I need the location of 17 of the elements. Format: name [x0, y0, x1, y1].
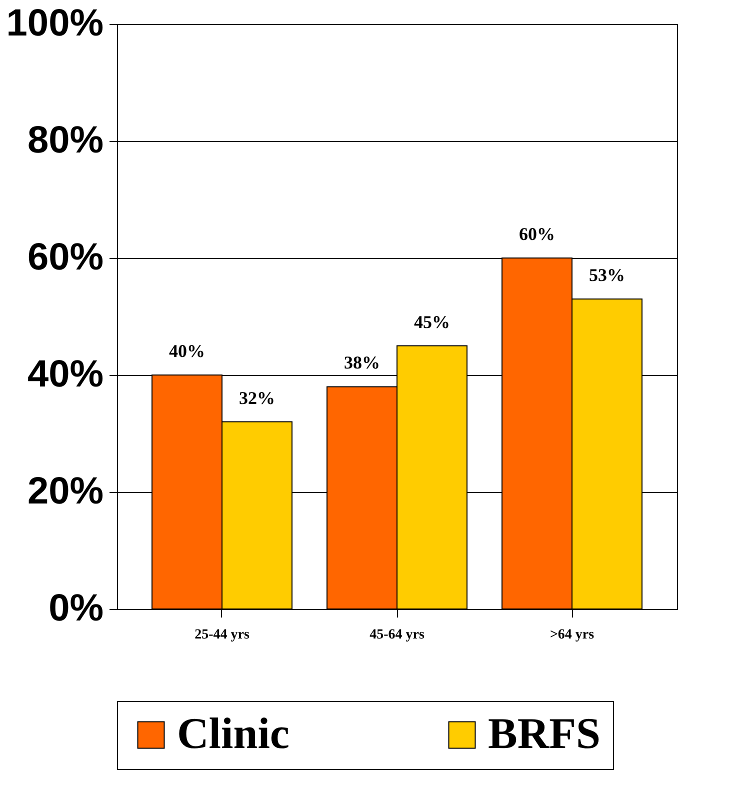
- legend-label: BRFS: [488, 709, 600, 758]
- data-label: 60%: [519, 224, 555, 244]
- x-tick-label: 25-44 yrs: [194, 628, 250, 642]
- y-tick-label: 100%: [6, 2, 104, 44]
- x-tick-label: >64 yrs: [550, 628, 595, 642]
- y-tick-label: 20%: [27, 470, 104, 512]
- y-tick-label: 80%: [27, 120, 104, 162]
- y-tick-label: 0%: [48, 588, 104, 630]
- x-tick-label: 45-64 yrs: [370, 628, 425, 642]
- data-label: 40%: [169, 341, 205, 361]
- legend-label: Clinic: [177, 709, 290, 758]
- y-tick-label: 60%: [27, 236, 104, 278]
- y-tick-label: 40%: [27, 354, 104, 396]
- data-label: 38%: [344, 352, 380, 373]
- data-label: 45%: [414, 312, 450, 332]
- data-label: 53%: [589, 264, 625, 285]
- data-label: 32%: [239, 388, 275, 408]
